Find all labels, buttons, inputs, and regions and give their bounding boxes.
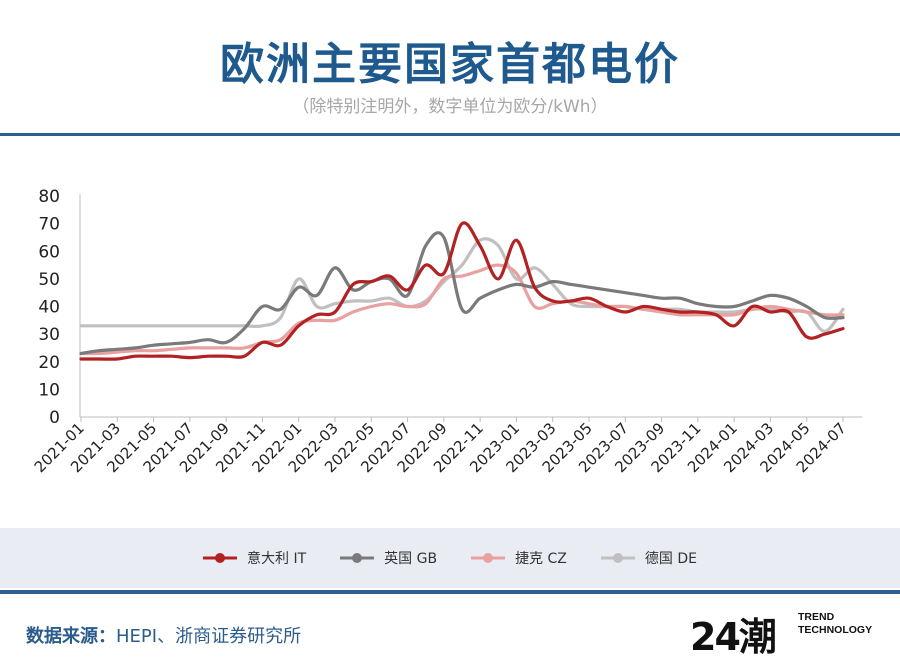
page-title: 欧洲主要国家首都电价 <box>220 39 680 90</box>
y-tick-label: 70 <box>38 215 60 235</box>
legend-swatch <box>471 553 506 563</box>
source-label: 数据来源： <box>26 626 116 647</box>
legend-band: 意大利 IT 英国 GB 捷克 CZ 德国 DE <box>0 528 900 588</box>
legend-item-1: 意大利 IT <box>203 548 306 568</box>
legend-swatch <box>340 553 375 563</box>
y-tick-label: 30 <box>38 325 60 345</box>
source-text: HEPI、浙商证券研究所 <box>116 626 302 647</box>
y-tick-label: 20 <box>38 353 60 373</box>
legend-item-4: 德国 DE <box>600 548 697 568</box>
series-line-1 <box>79 221 845 361</box>
page-subtitle: （除特别注明外，数字单位为欧分/kWh） <box>292 97 608 117</box>
top-divider <box>0 133 900 136</box>
data-source: 数据来源：HEPI、浙商证券研究所 <box>26 622 301 648</box>
brand-logo: 24潮 TREND TECHNOLOGY <box>690 602 880 659</box>
brand-line-1: TREND <box>798 611 835 623</box>
legend-swatch-dot <box>215 553 226 563</box>
legend-swatch-dot <box>612 553 623 563</box>
legend-label: 捷克 CZ <box>515 551 567 567</box>
y-tick-label: 40 <box>38 298 60 318</box>
bottom-divider <box>0 590 900 594</box>
legend: 意大利 IT 英国 GB 捷克 CZ 德国 DE <box>0 528 900 588</box>
y-tick-label: 50 <box>38 270 60 290</box>
series-line-2 <box>79 231 845 356</box>
legend-label: 意大利 IT <box>247 551 307 567</box>
y-tick-label: 60 <box>38 242 60 262</box>
legend-swatch <box>600 553 635 563</box>
line-chart: 010203040506070802021-012021-032021-0520… <box>31 187 862 476</box>
y-tick-label: 10 <box>38 380 60 400</box>
legend-label: 德国 DE <box>644 551 697 567</box>
brand-mark: 24潮 <box>690 615 777 659</box>
y-tick-label: 80 <box>38 187 60 207</box>
legend-swatch-dot <box>483 553 494 563</box>
y-tick-label: 0 <box>49 408 60 428</box>
brand-line-2: TECHNOLOGY <box>798 624 873 636</box>
brand-text: TREND TECHNOLOGY <box>798 611 872 637</box>
legend-item-3: 捷克 CZ <box>471 548 567 568</box>
legend-swatch <box>203 553 238 563</box>
series-line-4 <box>79 237 845 333</box>
legend-swatch-dot <box>352 553 363 563</box>
legend-item-2: 英国 GB <box>340 548 437 568</box>
legend-label: 英国 GB <box>384 551 438 567</box>
